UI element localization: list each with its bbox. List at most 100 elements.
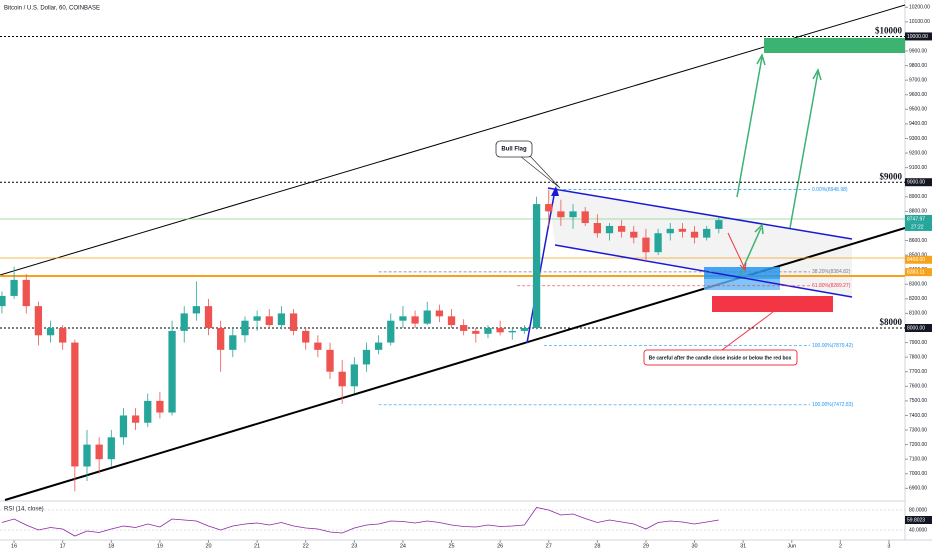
y-tick-label: 8800.00 [909,209,927,215]
candle-body [59,327,67,343]
candle-body [472,330,480,334]
level-axis-box [905,178,932,187]
fib-label: 61.80%(8289.27) [812,283,851,289]
candle-body [715,220,723,229]
y-tick-label: 9300.00 [909,136,927,142]
candle-body [690,231,699,238]
candle-body [399,316,407,321]
candle-body [642,237,650,253]
level-axis-label: 10000.00 [907,34,928,40]
candle-body [241,320,249,336]
x-tick-label: 2 [839,543,842,549]
fib-label: 38.20%(8384.82) [812,269,851,275]
candle-body [617,225,626,232]
candle-body [22,279,30,307]
y-tick-label: 10100.00 [909,19,930,25]
y-tick-label: 7800.00 [909,354,927,360]
candle-body [289,313,298,331]
y-tick-label: 8900.00 [909,194,927,200]
callout-box [495,140,533,158]
y-tick-label: 9200.00 [909,150,927,156]
candle-body [253,316,261,321]
y-tick-label: 6900.00 [909,486,927,492]
candle-body [581,211,589,224]
candle-body [229,335,237,350]
y-tick-label: 7400.00 [909,413,927,419]
candle-body [168,330,176,413]
green-arrows [736,53,822,276]
y-tick-label: 9900.00 [909,48,927,54]
rsi-title: RSI (14, close) [4,507,44,513]
x-tick-label: 22 [303,543,309,549]
rsi-tick-label: 40.0000 [909,527,927,533]
pole-arrowhead [551,186,559,196]
candle-body [0,295,6,307]
candle-body [666,228,674,234]
x-tick-label: 3 [887,543,890,549]
y-tick-label: 9100.00 [909,165,927,171]
candle-body [532,204,541,328]
candle-body [131,415,140,423]
x-tick-label: 23 [351,543,357,549]
y-tick-label: 10200.00 [909,5,930,11]
candle-body [496,327,504,333]
candle-body [71,342,79,467]
y-tick-label: 8200.00 [909,296,927,302]
candle-body [447,316,456,326]
y-tick-label: 7600.00 [909,384,927,390]
y-tick-label: 7500.00 [909,398,927,404]
bull-flag-label: Bull Flag [501,147,527,153]
countdown: 27:22 [911,224,924,230]
candle-body [460,325,468,331]
candle-body [569,211,577,218]
x-tick-label: 27 [546,543,552,549]
candle-body [302,330,310,343]
rsi-last-label: 59.8023 [907,517,925,523]
y-tick-label: 8100.00 [909,311,927,317]
flag-top [547,187,853,240]
candle-body [484,327,492,334]
price-mark-box [905,255,932,264]
candle-body [411,316,419,324]
price-mark-label: 8383.11 [907,269,925,275]
y-tick-label: 7000.00 [909,471,927,477]
candle-body [593,223,601,234]
candle-body [520,327,529,331]
y-tick-label: 9400.00 [909,121,927,127]
red-arrow [721,232,774,351]
rsi-last-box [905,516,932,524]
candle-body [374,342,383,350]
candle-body [46,327,55,336]
y-tick-label: 7700.00 [909,369,927,375]
candle-body [119,415,128,438]
y-tick-label: 9600.00 [909,92,927,98]
candle-body [204,306,213,328]
y-tick-label: 9800.00 [909,63,927,69]
candle-body [83,444,91,467]
level-axis-box [905,32,932,41]
red-box [712,296,833,312]
candle-body [217,327,225,350]
warning-text: Be careful after the candle close inside… [649,355,792,361]
x-tick-label: 19 [157,543,163,549]
chart-title: Bitcoin / U.S. Dollar, 60, COINBASE [4,6,100,12]
level-axis-label: 8000.00 [907,325,925,331]
price-mark-label: 8468.00 [907,257,925,263]
level-label: $8000 [880,317,903,327]
y-tick-label: 8500.00 [909,252,927,258]
candle-body [678,228,687,232]
x-tick-label: 21 [254,543,260,549]
y-tick-label: 9700.00 [909,78,927,84]
fib-label: 100.00%(7472.83) [812,402,853,408]
flag-pole [526,189,556,344]
x-tick-label: 25 [448,543,454,549]
candle-body [95,444,103,460]
level-axis-box [905,323,932,332]
x-tick-label: 20 [205,543,211,549]
candle-body [605,225,614,234]
target-box [764,38,905,53]
level-label: $10000 [875,26,903,36]
fib-label: 100.00%(7879.42) [812,343,853,349]
candle-body [144,400,152,423]
